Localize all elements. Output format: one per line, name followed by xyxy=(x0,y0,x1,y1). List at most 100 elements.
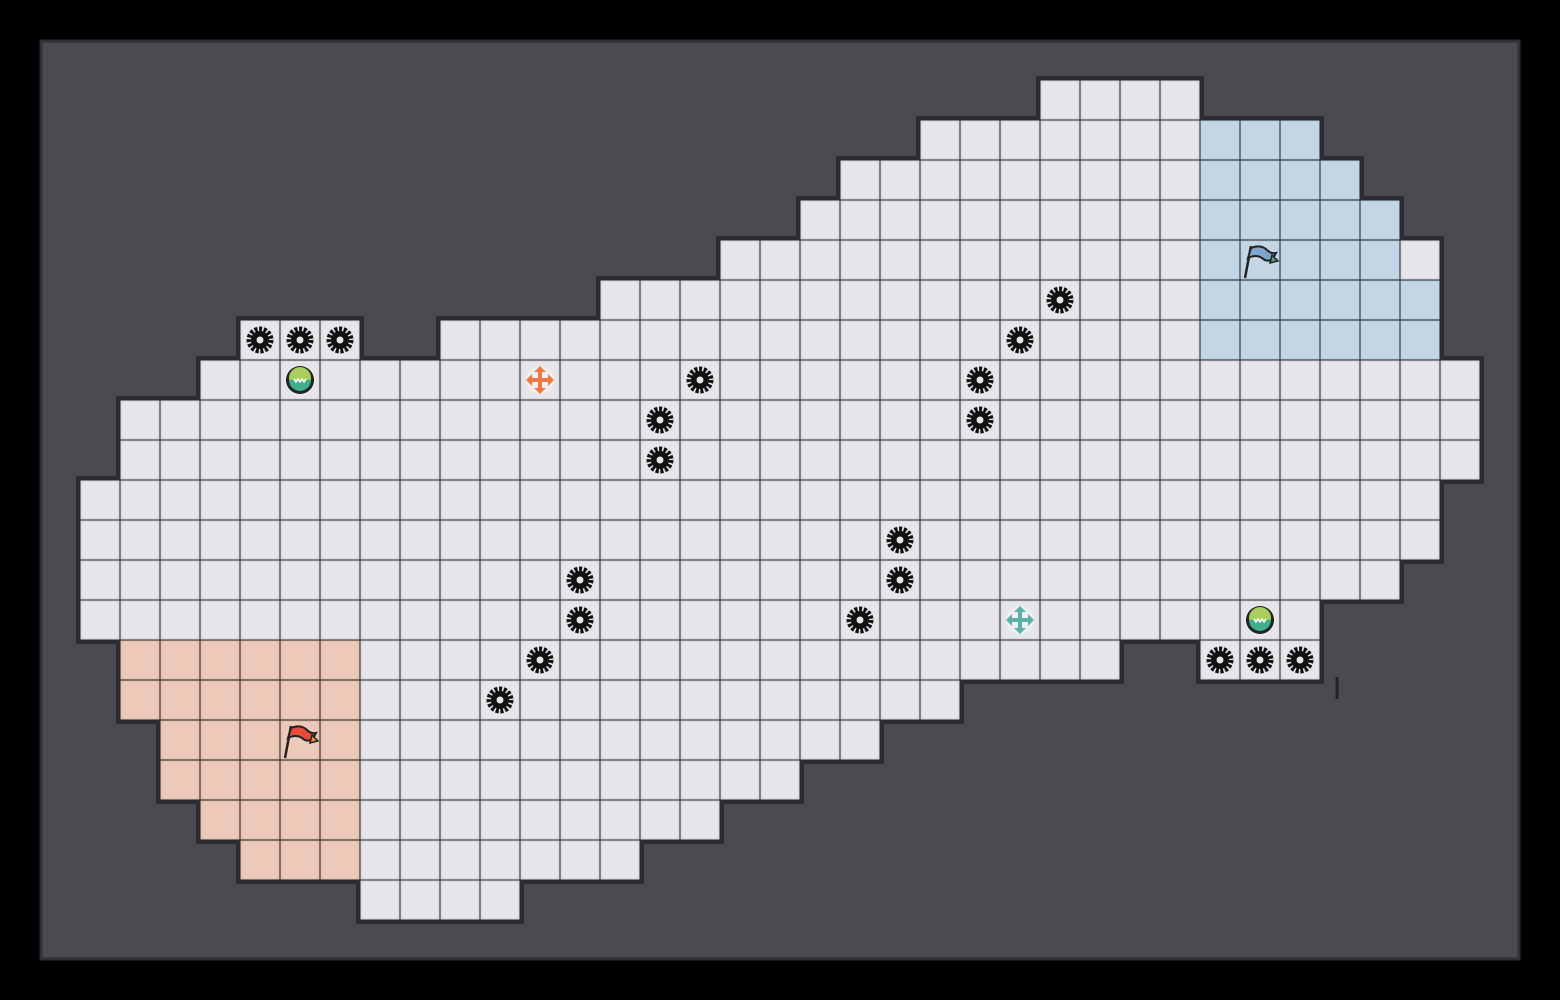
blue-zone-cell xyxy=(1320,240,1360,280)
cell xyxy=(680,280,720,320)
cell xyxy=(600,760,640,800)
cell xyxy=(760,760,800,800)
blue-zone-cell xyxy=(1200,240,1240,280)
red-zone-cell xyxy=(120,640,160,680)
saw-hub xyxy=(496,696,504,704)
cell xyxy=(880,320,920,360)
cell xyxy=(720,600,760,640)
cell xyxy=(480,480,520,520)
cell xyxy=(240,440,280,480)
cell xyxy=(360,760,400,800)
cell xyxy=(960,240,1000,280)
cell xyxy=(1160,320,1200,360)
cell xyxy=(1040,240,1080,280)
cell xyxy=(800,640,840,680)
cell xyxy=(1040,200,1080,240)
cell xyxy=(120,480,160,520)
cell xyxy=(1200,480,1240,520)
blue-flag xyxy=(1243,245,1280,279)
red-zone-cell xyxy=(280,760,320,800)
cell xyxy=(1000,440,1040,480)
cell xyxy=(520,560,560,600)
cell xyxy=(1360,560,1400,600)
cell xyxy=(160,400,200,440)
cell xyxy=(1160,280,1200,320)
cell xyxy=(440,360,480,400)
cell xyxy=(360,400,400,440)
cell xyxy=(560,360,600,400)
flag-tail xyxy=(1268,253,1280,265)
cell xyxy=(1200,400,1240,440)
cell xyxy=(400,440,440,480)
cell xyxy=(840,720,880,760)
cell xyxy=(560,480,600,520)
red-zone-cell xyxy=(320,800,360,840)
cell xyxy=(1240,480,1280,520)
cell xyxy=(640,600,680,640)
cell xyxy=(520,440,560,480)
cell xyxy=(480,760,520,800)
cell xyxy=(600,640,640,680)
cell xyxy=(1000,200,1040,240)
cell xyxy=(360,800,400,840)
cell xyxy=(880,680,920,720)
cell xyxy=(920,160,960,200)
cell xyxy=(640,320,680,360)
blue-zone-cell xyxy=(1240,120,1280,160)
cell xyxy=(1080,560,1120,600)
saw-teeth xyxy=(686,366,714,394)
cell xyxy=(920,320,960,360)
cell xyxy=(760,640,800,680)
cell xyxy=(400,640,440,680)
cell xyxy=(680,480,720,520)
cell xyxy=(760,480,800,520)
cell xyxy=(680,640,720,680)
saw-hazard xyxy=(1206,646,1234,674)
saw-hazard xyxy=(326,326,354,354)
red-zone-cell xyxy=(280,680,320,720)
blue-zone-cell xyxy=(1360,280,1400,320)
cell xyxy=(640,280,680,320)
cell xyxy=(1040,80,1080,120)
cell xyxy=(1200,360,1240,400)
cell xyxy=(1160,440,1200,480)
cell xyxy=(560,800,600,840)
cell xyxy=(280,440,320,480)
orange-mover xyxy=(526,366,554,394)
cell xyxy=(840,640,880,680)
saw-hub xyxy=(336,336,344,344)
cell xyxy=(680,440,720,480)
cell xyxy=(800,280,840,320)
saw-teeth xyxy=(246,326,274,354)
saw-hub xyxy=(696,376,704,384)
cell xyxy=(920,640,960,680)
cell xyxy=(240,360,280,400)
cell xyxy=(1000,640,1040,680)
cell xyxy=(520,760,560,800)
cell xyxy=(1120,400,1160,440)
cell xyxy=(720,360,760,400)
saw-hub xyxy=(296,336,304,344)
saw-teeth xyxy=(886,566,914,594)
cell xyxy=(400,680,440,720)
cell xyxy=(280,400,320,440)
saw-teeth xyxy=(1006,326,1034,354)
cell xyxy=(960,600,1000,640)
blue-zone-cell xyxy=(1280,120,1320,160)
cell xyxy=(80,600,120,640)
cell xyxy=(960,160,1000,200)
cell xyxy=(1400,520,1440,560)
cell xyxy=(880,400,920,440)
cell xyxy=(80,560,120,600)
cell xyxy=(200,520,240,560)
cell xyxy=(80,520,120,560)
cell xyxy=(1160,240,1200,280)
cell xyxy=(320,440,360,480)
cell xyxy=(480,440,520,480)
cell xyxy=(1040,120,1080,160)
cell xyxy=(760,720,800,760)
cell xyxy=(440,560,480,600)
blue-zone-cell xyxy=(1280,200,1320,240)
cell xyxy=(1440,400,1480,440)
cell xyxy=(480,320,520,360)
